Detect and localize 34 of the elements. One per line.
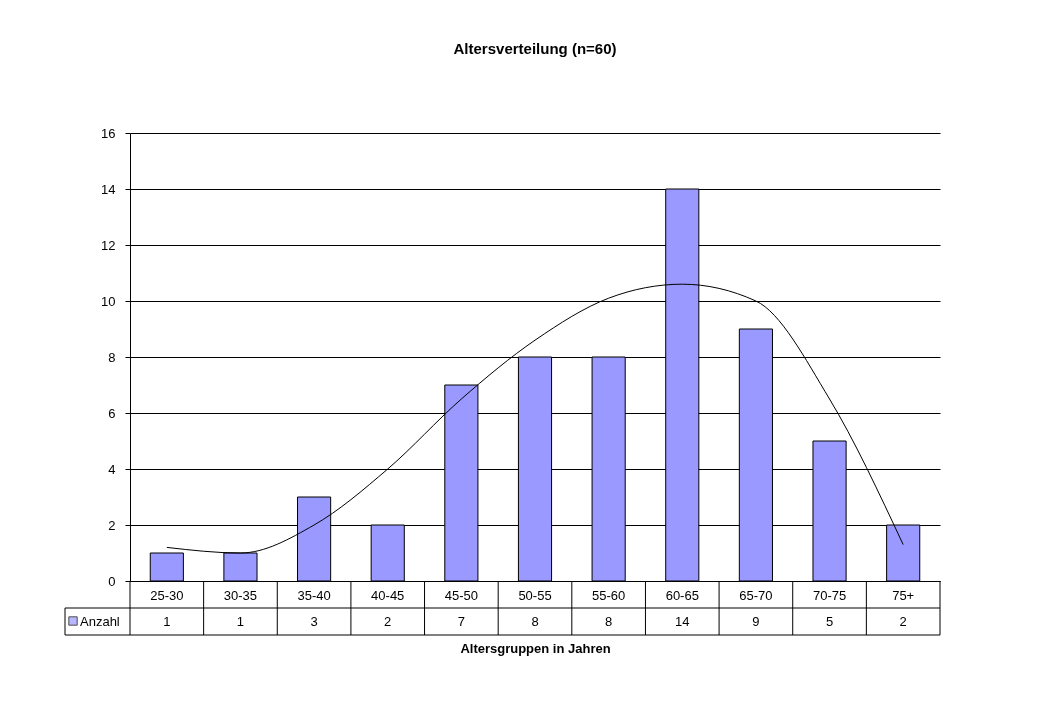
data-label: 2 xyxy=(384,614,392,629)
data-label: 9 xyxy=(752,614,760,629)
y-tick-label: 8 xyxy=(108,349,116,365)
x-tick-label: 55-60 xyxy=(592,587,626,603)
data-label: 3 xyxy=(310,614,318,629)
y-tick-label: 12 xyxy=(101,237,116,253)
x-tick-label: 25-30 xyxy=(150,587,184,603)
x-tick-label: 45-50 xyxy=(444,587,478,603)
y-tick-label: 2 xyxy=(108,517,116,533)
data-label: 1 xyxy=(163,614,171,629)
x-tick-label: 30-35 xyxy=(223,587,258,603)
data-label: 14 xyxy=(675,614,690,629)
x-tick-label: 65-70 xyxy=(739,587,773,603)
x-tick-label: 40-45 xyxy=(371,587,405,603)
x-tick-label: 60-65 xyxy=(665,587,699,603)
data-label: 8 xyxy=(605,614,613,629)
data-label: 1 xyxy=(236,614,245,629)
data-label: 5 xyxy=(825,614,834,629)
legend-label: Anzahl xyxy=(80,614,120,629)
y-tick-label: 14 xyxy=(101,181,116,197)
data-label: 7 xyxy=(457,614,465,629)
chart-title: Altersverteilung (n=60) xyxy=(453,40,617,57)
y-tick-label: 6 xyxy=(108,405,116,421)
y-tick-label: 0 xyxy=(108,573,116,589)
x-tick-label: 35-40 xyxy=(297,587,331,603)
x-axis-title: Altersgruppen in Jahren xyxy=(460,640,611,656)
y-tick-label: 4 xyxy=(108,461,116,477)
x-tick-label: 50-55 xyxy=(518,587,552,603)
x-tick-label: 70-75 xyxy=(812,587,847,603)
x-tick-label: 75+ xyxy=(892,587,915,603)
y-tick-label: 10 xyxy=(101,293,116,309)
y-tick-label: 16 xyxy=(101,125,116,141)
data-label: 8 xyxy=(531,614,539,629)
data-label: 2 xyxy=(899,614,907,629)
